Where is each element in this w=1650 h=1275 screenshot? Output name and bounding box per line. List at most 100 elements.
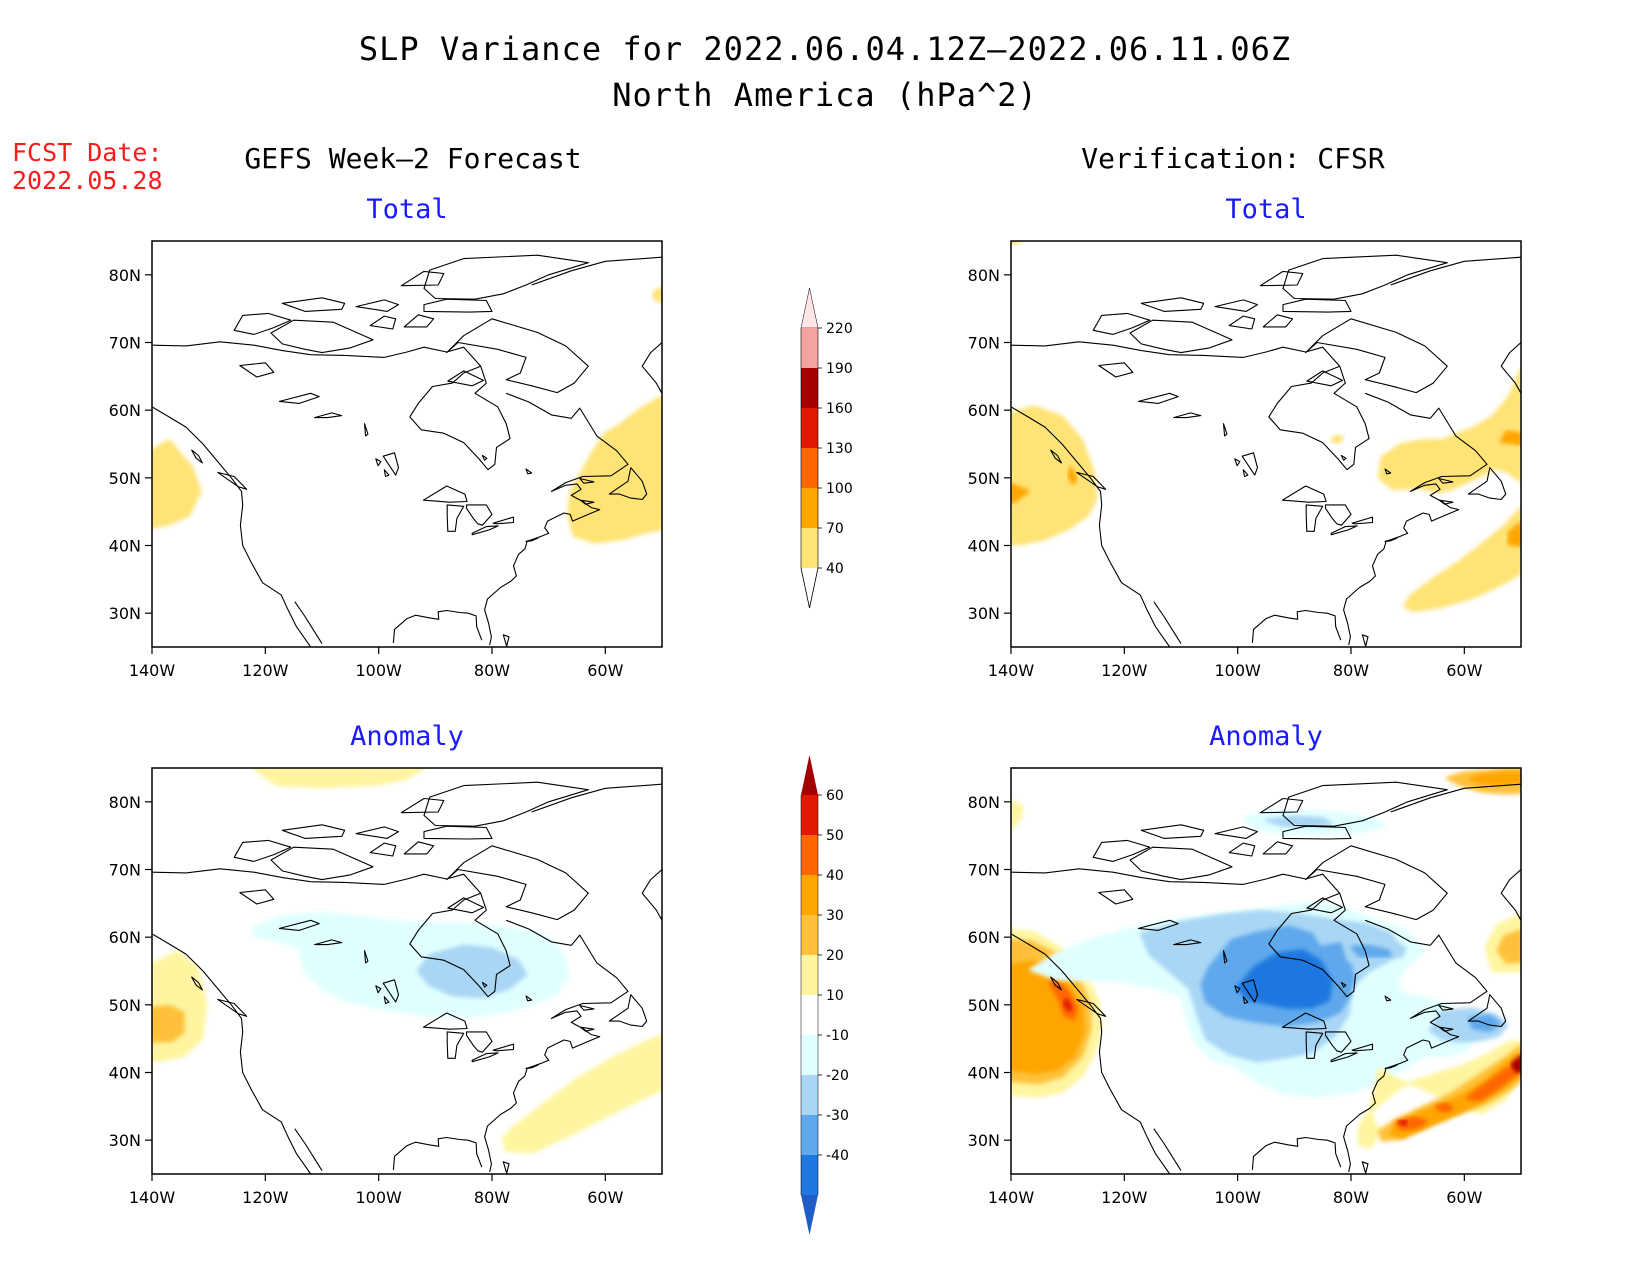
anomaly-colorbar-label: 10: [826, 988, 844, 1004]
coastline-banks: [233, 312, 292, 335]
lon-tick-label: 140W: [129, 1188, 176, 1207]
coastline-gulfcal: [294, 601, 323, 644]
coastline-westcoast: [152, 406, 312, 647]
coastline-bahamas: [1361, 1161, 1369, 1174]
coastline-florida_w: [1251, 609, 1342, 643]
total-colorbar-arrow-bottom: [800, 567, 819, 609]
lon-tick-label: 80W: [1333, 1188, 1369, 1207]
figure-title: SLP Variance for 2022.06.04.12Z–2022.06.…: [358, 30, 1292, 68]
coastline-lake_winnipeg: [1241, 979, 1259, 1003]
coastline-greenland: [1390, 256, 1521, 394]
coastline-axelheiberg: [1259, 797, 1304, 814]
anomaly-colorbar-arrow-bottom: [801, 1195, 818, 1235]
lat-tick-label: 70N: [968, 861, 1000, 880]
coastline-ellesmere: [423, 254, 589, 300]
lat-tick-label: 40N: [109, 1064, 141, 1083]
coastline-lake_michigan: [446, 504, 465, 532]
shaded-region-p4-20: [1434, 1102, 1454, 1114]
coastline-labrador: [484, 392, 629, 646]
coastline-westcoast: [1011, 406, 1171, 647]
coastline-ellesmere: [1282, 254, 1448, 300]
coastline-vancouver_isl: [1076, 471, 1107, 490]
anomaly-colorbar-label: 40: [826, 868, 844, 884]
coastline-mistassini: [1384, 995, 1392, 1002]
coastline-reindeer: [363, 950, 369, 964]
coastline-lake_erie: [1330, 1052, 1358, 1063]
coastline-lake_winnipegosis: [375, 458, 382, 467]
shaded-region-p4-22: [1397, 1119, 1408, 1127]
fcst-date-label: FCST Date:: [12, 138, 163, 167]
coastline-great_bear: [1098, 362, 1134, 378]
coastline-melville: [281, 297, 346, 312]
coastline-longisland: [525, 1064, 539, 1069]
coastline-lake_superior: [422, 1012, 468, 1030]
coastline-akimiski: [1340, 454, 1347, 461]
coastline-southampton: [1306, 370, 1344, 387]
panel-frame-p2: [1010, 240, 1522, 648]
coastline-devon: [423, 298, 493, 313]
coastline-florida_w: [1251, 1136, 1342, 1170]
coastline-florida_w: [392, 1136, 483, 1170]
coastline-gulfcal: [1153, 601, 1182, 644]
coastline-longisland: [1384, 1064, 1398, 1069]
shaded-region-p2-2: [1067, 466, 1078, 485]
lat-tick-label: 70N: [109, 861, 141, 880]
coastline-newfoundland: [1467, 467, 1507, 501]
coastline-gulfcal: [1153, 1128, 1182, 1171]
panel-frame-p3: [151, 767, 663, 1175]
coastline-ellesmere: [1282, 781, 1448, 827]
shaded-region-p4-21: [1510, 1054, 1521, 1073]
verification-column-heading: Verification: CFSR: [1081, 142, 1385, 175]
coastline-victoria: [270, 319, 374, 354]
coastline-anticosti: [1438, 1004, 1454, 1011]
coastline-westcoast: [1011, 933, 1171, 1174]
total-colorbar-label: 220: [826, 321, 853, 337]
coastline-mistassini: [525, 995, 533, 1002]
coastline-great_slave: [278, 919, 320, 931]
lat-tick-label: 40N: [968, 1064, 1000, 1083]
coastline-newfoundland: [1467, 994, 1507, 1028]
coastline-haida: [1050, 449, 1062, 464]
total-colorbar-label: 190: [826, 361, 853, 377]
lon-tick-label: 100W: [1214, 1188, 1261, 1207]
lat-tick-label: 30N: [968, 1131, 1000, 1150]
coastline-lake_manitoba: [1242, 469, 1249, 478]
anomaly-colorbar-segment: [801, 835, 818, 875]
lat-tick-label: 50N: [968, 469, 1000, 488]
lon-tick-label: 60W: [587, 1188, 623, 1207]
total-colorbar-label: 160: [826, 401, 853, 417]
anomaly-colorbar-label: 50: [826, 828, 844, 844]
total-colorbar-label: 40: [826, 561, 844, 577]
coastline-akimiski: [481, 454, 488, 461]
total-colorbar-segment: [801, 488, 818, 528]
coastline-princewales: [369, 842, 397, 857]
coastline-lake_winnipeg: [382, 979, 400, 1003]
coastline-hudson: [1268, 892, 1370, 998]
coastline-greenland: [1390, 783, 1521, 921]
figure-subtitle: North America (hPa^2): [612, 76, 1038, 114]
coastline-labrador: [1343, 392, 1488, 646]
coastline-akimiski: [1340, 981, 1347, 988]
total-colorbar-segment: [801, 328, 818, 368]
coastline-lake_winnipegosis: [375, 985, 382, 994]
panel-frame-p1: [151, 240, 663, 648]
anomaly-colorbar-label: -40: [826, 1148, 849, 1164]
coastline-bahamas: [502, 1161, 510, 1174]
shaded-region-p4-18: [1465, 1057, 1521, 1102]
lat-tick-label: 60N: [968, 928, 1000, 947]
coastline-newfoundland: [608, 467, 648, 501]
coastline-lake_manitoba: [1242, 996, 1249, 1005]
coastline-lake_huron: [1324, 1031, 1352, 1053]
coastline-devon: [423, 825, 493, 840]
coastline-lake_huron: [465, 1031, 493, 1053]
coastline-greenland: [531, 256, 662, 394]
panel-title-p1: Total: [366, 194, 447, 225]
coastline-mainland_north: [1011, 868, 1341, 894]
coastline-akimiski: [481, 981, 488, 988]
coastline-baffin: [1305, 318, 1448, 394]
anomaly-colorbar-label: -10: [826, 1028, 849, 1044]
coastline-victoria: [1129, 319, 1233, 354]
lon-tick-label: 140W: [988, 1188, 1035, 1207]
coastline-vancouver_isl: [1076, 998, 1107, 1017]
